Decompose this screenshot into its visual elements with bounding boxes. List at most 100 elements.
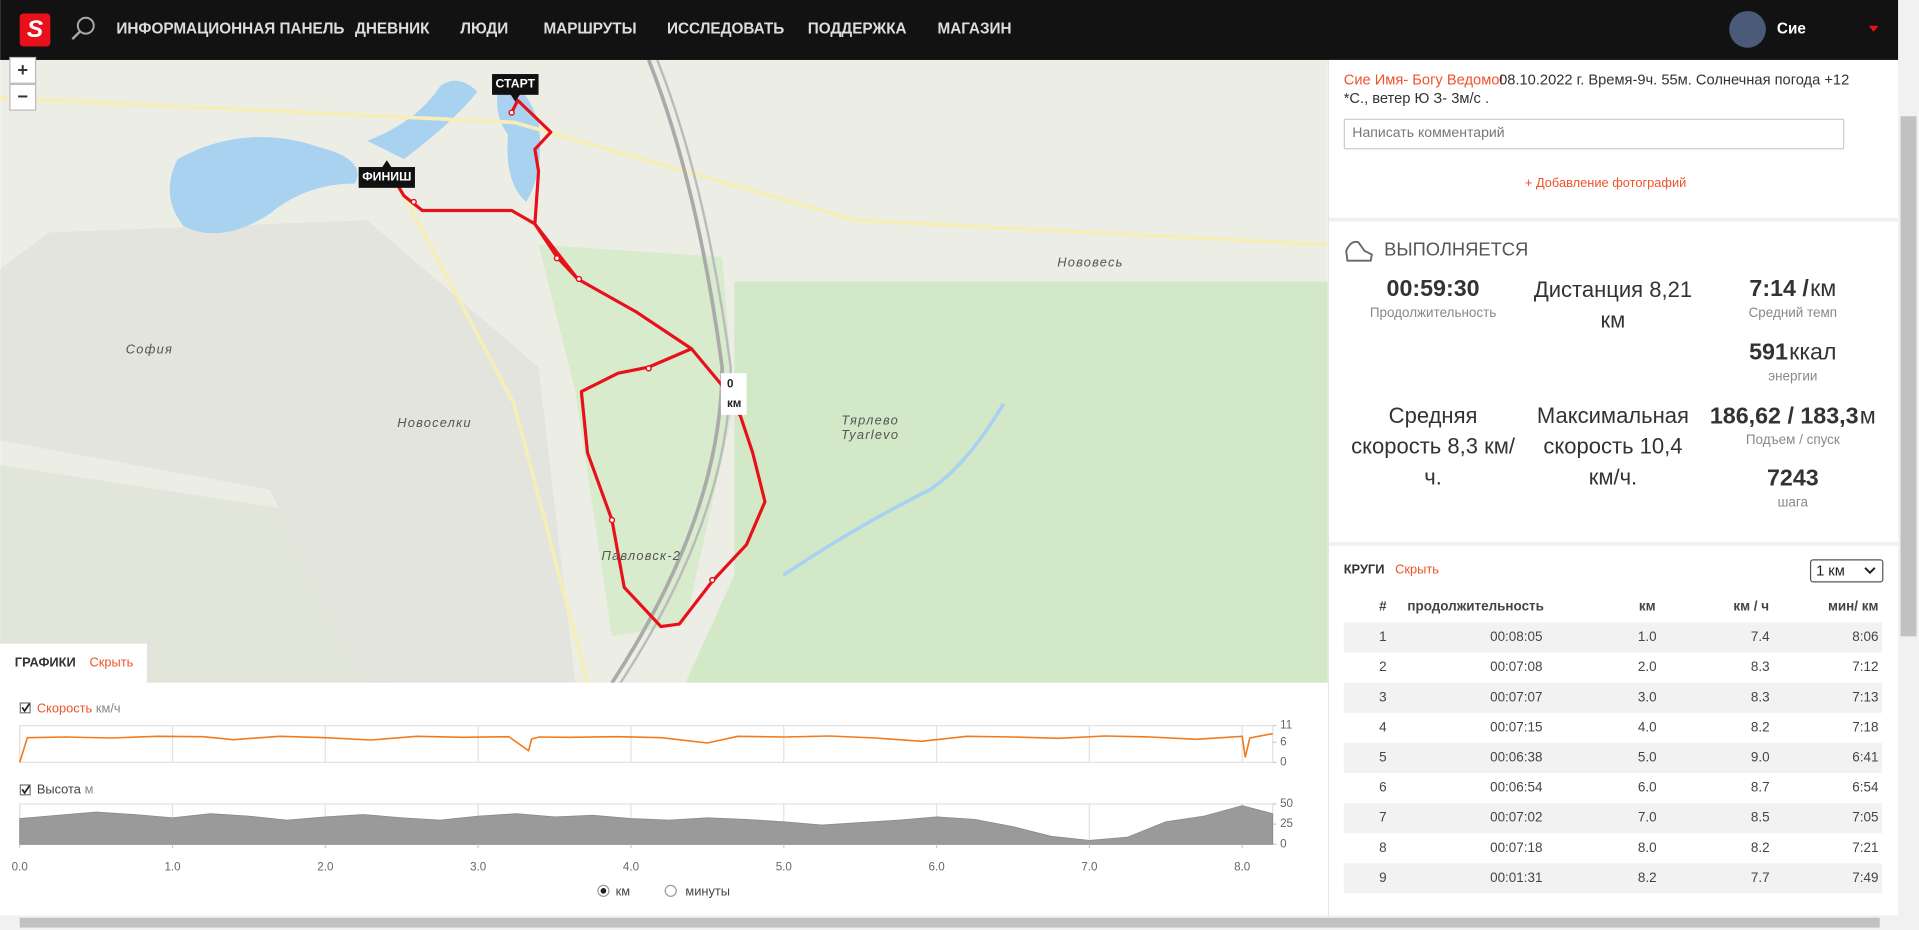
laps-hide[interactable]: Скрыть <box>1395 562 1439 577</box>
y-tick-label: 25 <box>1280 817 1293 830</box>
checkbox[interactable] <box>19 702 31 714</box>
radio[interactable] <box>664 884 677 897</box>
laps-cell: 6:54 <box>1852 780 1879 795</box>
post-text: *С., ветер Ю З- 3м/с . <box>1344 91 1489 107</box>
stream <box>782 402 1006 577</box>
scrollbar-thumb[interactable] <box>1900 116 1917 637</box>
laps-cell: 8 <box>1379 840 1386 855</box>
post-author[interactable]: Сие Имя- Богу Ведомо! <box>1344 73 1504 89</box>
user-menu-arrow[interactable] <box>1868 25 1879 32</box>
lake <box>496 75 541 202</box>
urban <box>0 220 576 683</box>
graphs-hide[interactable]: Скрыть <box>89 655 133 670</box>
km-marker-unit: км <box>727 397 741 410</box>
x-tick-label: 5.0 <box>776 861 792 874</box>
chart-title: Высота <box>37 782 82 797</box>
laps-cell: 00:01:31 <box>1490 870 1542 885</box>
laps-cell: 6 <box>1379 780 1386 795</box>
laps-cell: 2.0 <box>1638 659 1657 674</box>
nav-item[interactable]: МАГАЗИН <box>937 20 1011 37</box>
split-select[interactable] <box>1809 559 1884 583</box>
search-icon-handle <box>71 30 81 41</box>
laps-cell: 8:06 <box>1852 629 1878 644</box>
laps-cell: 7:05 <box>1852 810 1878 825</box>
route-point <box>508 109 515 116</box>
search-icon[interactable] <box>76 16 95 35</box>
x-tick-label: 6.0 <box>929 861 945 874</box>
laps-cell: 4 <box>1379 719 1387 734</box>
nav-item[interactable]: ДНЕВНИК <box>355 20 430 37</box>
user-name[interactable]: Сие <box>1777 20 1806 37</box>
comment-input[interactable] <box>1343 118 1845 150</box>
nav-bar <box>0 0 1899 60</box>
laps-row-bg <box>1343 742 1883 774</box>
route-point <box>709 576 716 584</box>
avatar[interactable] <box>1729 11 1766 48</box>
route-point <box>575 275 583 283</box>
place-label: Новоселки <box>397 415 472 430</box>
finish-label: ФИНИШ <box>362 170 411 184</box>
laps-row-bg <box>1343 803 1883 834</box>
nav-item[interactable]: ЛЮДИ <box>460 20 508 37</box>
stat-label: Продолжительность <box>1370 305 1496 320</box>
stat-text: скорость 10,4 <box>1543 434 1682 459</box>
place-label: Tyarlevo <box>841 427 899 442</box>
stat-value: 7:14 /км <box>1749 275 1836 301</box>
zoom-label[interactable]: + <box>17 59 28 80</box>
laps-cell: 1.0 <box>1638 629 1657 644</box>
route-point <box>645 365 652 372</box>
stat-number: 186,62 / 183,3 <box>1710 402 1859 428</box>
x-mode[interactable]: км <box>616 883 630 898</box>
laps-cell: 00:06:38 <box>1490 750 1542 765</box>
comment-placeholder[interactable]: Написать комментарий <box>1352 124 1504 140</box>
laps-cell: 1 <box>1379 629 1386 644</box>
elevation-area <box>19 805 1274 845</box>
stat-text: ч. <box>1424 464 1442 489</box>
laps-cell: 7:21 <box>1852 840 1878 855</box>
route-point <box>553 255 561 262</box>
start-label: СТАРТ <box>496 77 536 91</box>
logo[interactable] <box>19 13 51 47</box>
stat-text: скорость 8,3 км/ <box>1351 434 1516 459</box>
graphs-tab-title: ГРАФИКИ <box>15 655 76 670</box>
zoom-button[interactable] <box>9 56 37 84</box>
park <box>538 244 735 637</box>
stat-text: км/ч. <box>1589 464 1637 489</box>
chart-legend: Высота м <box>37 782 94 797</box>
split-value[interactable]: 1 км <box>1816 563 1845 579</box>
laps-cell: 5.0 <box>1638 750 1657 765</box>
laps-cell: 9 <box>1379 870 1386 885</box>
stat-label: шага <box>1778 494 1809 509</box>
stat-label: Средний темп <box>1749 305 1837 320</box>
stat-text: км <box>1601 308 1626 333</box>
checkbox[interactable] <box>19 784 31 796</box>
scrollbar-thumb[interactable] <box>19 917 1880 928</box>
stat-text: Максимальная <box>1537 403 1689 428</box>
laps-title: КРУГИ <box>1344 562 1385 577</box>
forest <box>685 281 1328 683</box>
map[interactable] <box>0 59 1328 683</box>
stat-number: 7:14 / <box>1749 275 1809 301</box>
select-arrow <box>1864 567 1876 575</box>
nav-item[interactable]: ИНФОРМАЦИОННАЯ ПАНЕЛЬ <box>116 20 344 37</box>
y-tick-label: 50 <box>1280 797 1293 810</box>
stat-number: 7243 <box>1767 465 1819 491</box>
laps-cell: 7:12 <box>1852 659 1878 674</box>
route-point <box>608 516 616 524</box>
zoom-button[interactable] <box>9 83 37 111</box>
nav-item[interactable]: МАРШРУТЫ <box>543 20 636 37</box>
laps-cell: 8.2 <box>1751 840 1770 855</box>
chart-legend: Скорость км/ч <box>37 701 121 716</box>
start-label-box <box>492 74 539 95</box>
x-mode[interactable]: минуты <box>685 883 730 898</box>
laps-cell: 6.0 <box>1638 780 1657 795</box>
place-label: Павловск-2 <box>602 548 682 563</box>
zoom-label[interactable]: − <box>17 86 28 107</box>
stat-number: 591 <box>1749 339 1788 365</box>
y-tick-label: 0 <box>1280 755 1286 768</box>
laps-row-bg <box>1343 682 1883 713</box>
nav-item[interactable]: ПОДДЕРЖКА <box>808 20 907 37</box>
nav-item[interactable]: ИССЛЕДОВАТЬ <box>667 20 784 37</box>
add-photo-link[interactable]: + Добавление фотографий <box>1525 175 1686 190</box>
